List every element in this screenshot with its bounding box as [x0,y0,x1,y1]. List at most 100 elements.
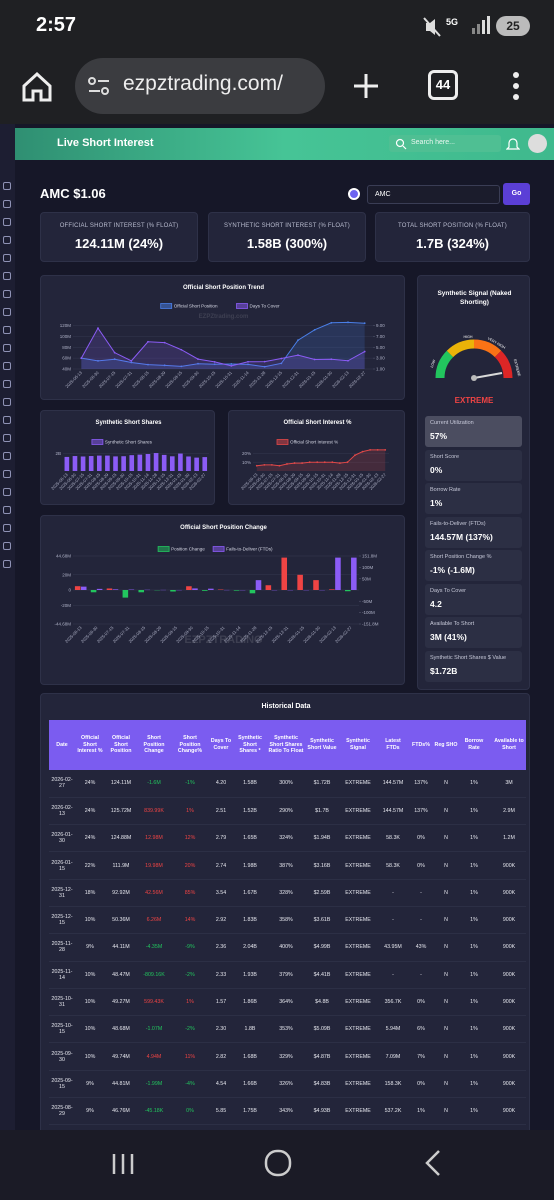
bar [281,557,288,590]
bar [80,456,86,471]
metric-card: Short Position Change % -1% (-1.6M) [425,550,522,581]
recents-button[interactable] [110,1150,136,1178]
point [338,462,341,464]
sidebar-icon [3,398,11,406]
table-cell: 10% [75,988,105,1017]
bar [96,588,103,590]
table-cell: $1.94B [305,824,339,853]
table-cell: 1% [459,933,489,962]
stat-card: OFFICIAL SHORT INTEREST (% FLOAT) 124.11M… [40,212,198,262]
point [130,361,133,364]
sidebar-icon [3,236,11,244]
table-cell: N [433,933,459,962]
table-cell: 1.66B [233,1070,267,1099]
metric-value: 57% [430,431,448,441]
ticker-input[interactable]: AMC [367,185,500,204]
point [280,362,283,365]
table-cell: $4.41B [305,961,339,989]
table-cell: 48.68M [105,1015,137,1044]
bar [74,586,81,590]
y-tick-label: 80M [62,345,71,350]
table-cell: 7.09M [377,1042,409,1071]
table-cell: 290% [267,797,305,826]
table-cell: 1.8B [233,1015,267,1044]
header-cell: Official Short Position [105,720,137,770]
historical-card: Historical Data Date Official Short Inter… [40,693,530,1138]
point [316,461,319,464]
table-cell: 353% [267,1015,305,1044]
address-bar[interactable]: ezpztrading.com/ [75,58,325,114]
sidebar-icon [3,182,11,190]
bar [186,586,192,590]
site-info-icon[interactable] [87,75,111,97]
table-cell: 4.94M [137,1042,171,1071]
table-title: Historical Data [261,703,311,710]
table-cell: 6.26M [137,906,171,935]
notification-icon[interactable] [506,136,520,152]
home-button[interactable] [20,70,54,104]
go-button[interactable]: Go [503,183,530,205]
table-cell: 900K [489,1015,526,1044]
chart-title: Official Short Interest % [283,420,352,426]
legend-swatch [212,546,225,552]
table-cell: N [433,770,459,798]
point [263,360,266,363]
table-cell: 2026-01-15 [49,851,75,880]
new-tab-button[interactable] [350,70,382,102]
point [301,462,304,464]
table-cell: 11% [171,1042,209,1071]
table-cell: - [409,906,433,935]
point [263,463,266,466]
table-cell: 1% [459,824,489,853]
bar [249,590,256,594]
back-button[interactable] [422,1148,444,1178]
table-cell: $1.72B [305,770,339,798]
point [230,364,233,367]
network-label: 5G [446,17,458,27]
table-cell: EXTREME [339,1070,377,1099]
table-cell: -2% [171,961,209,989]
point [297,354,299,357]
table-cell: 9% [75,933,105,962]
bar [335,557,341,590]
bar [169,456,175,471]
search-input[interactable]: Search here... [389,135,501,152]
short-interest-card: Official Short Interest % Official Short … [228,410,405,505]
bar [113,456,118,471]
table-cell: 2025-09-15 [49,1070,75,1099]
avatar[interactable] [528,134,547,153]
stat-label: SYNTHETIC SHORT INTEREST (% FLOAT) [223,223,351,229]
point [363,350,366,353]
table-cell: 2025-11-28 [49,933,75,962]
gauge-hub [471,375,477,381]
point [97,327,99,330]
metric-card: Current Utilization 57% [425,416,522,447]
point [361,450,364,453]
table-cell: 356.7K [377,988,409,1017]
table-cell: 1% [459,879,489,907]
table-cell: -1.07M [137,1015,171,1044]
table-cell: EXTREME [339,1042,377,1071]
table-cell: 1% [459,906,489,935]
legend-label: Official Short Interest % [290,440,338,445]
radio-button[interactable] [348,188,360,200]
y2-tick-label: 50M [362,576,371,581]
table-cell: 14% [171,906,209,935]
point [213,361,216,363]
table-row: 2025-10-15 10% 48.68M -1.07M -2% 2.30 1.8B 353%… [49,1015,526,1044]
point [347,359,349,362]
bar [345,590,351,592]
table-cell: 1.83B [233,906,267,935]
table-cell: - [377,879,409,907]
table-cell: 1.58B [233,770,267,798]
series-area [81,322,365,369]
home-nav-button[interactable] [263,1148,293,1178]
table-cell: N [433,879,459,907]
point [113,358,116,361]
menu-button[interactable] [510,70,522,102]
table-cell: 900K [489,879,526,907]
tab-count[interactable]: 44 [428,70,458,100]
legend-swatch [236,303,248,309]
bar [233,590,240,591]
